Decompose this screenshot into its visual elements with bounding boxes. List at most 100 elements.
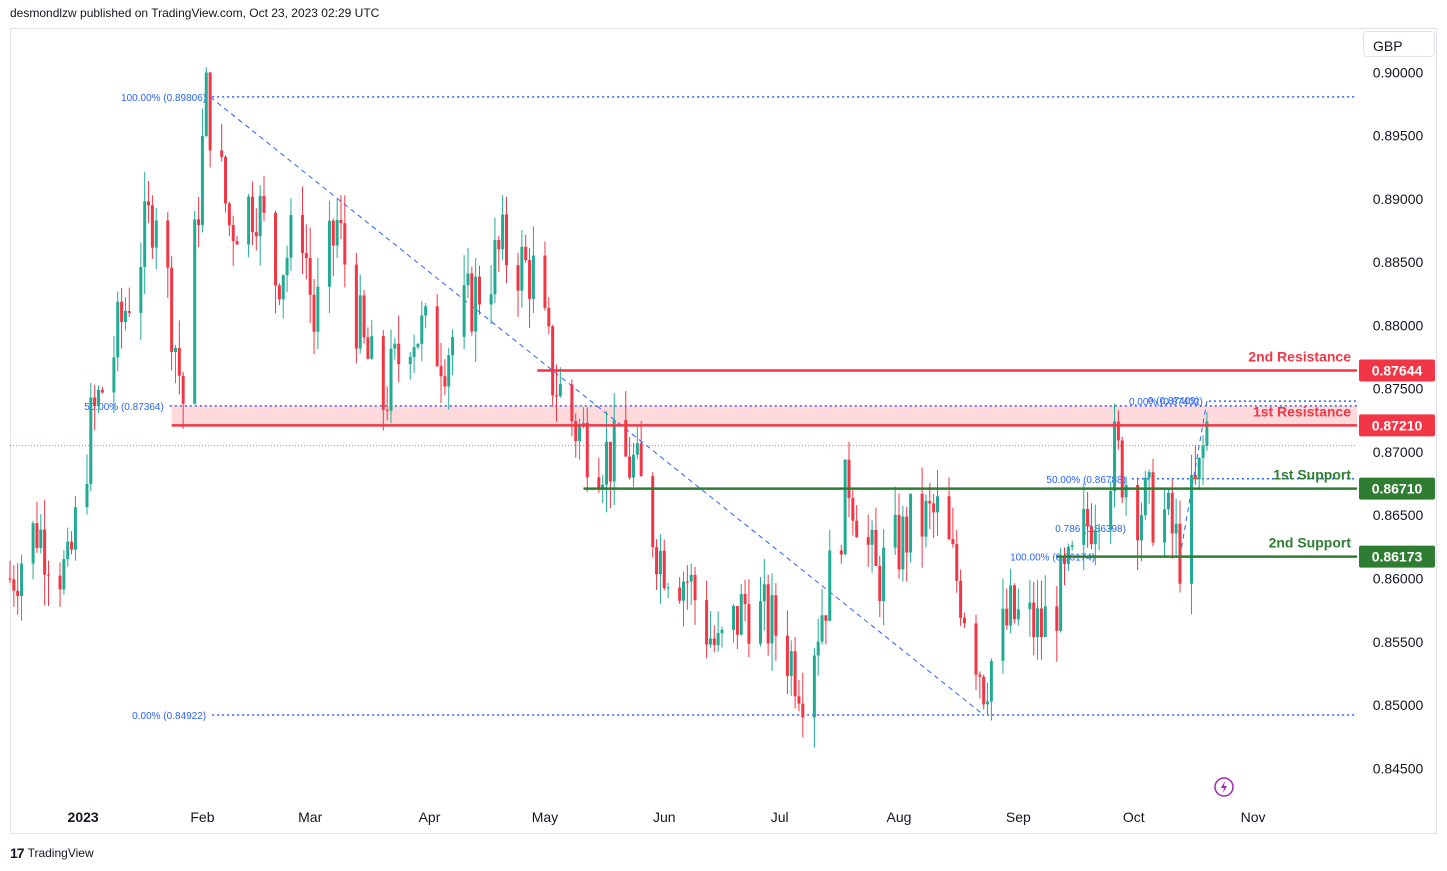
candle-body [843,459,847,555]
candle-body [1012,585,1016,620]
level-price-label: 0.87210 [1372,417,1423,433]
candle-body [1005,608,1009,626]
candle-body [547,307,551,327]
x-tick-label: 2023 [68,809,99,825]
candle-body [905,516,909,553]
y-tick-label: 0.86000 [1373,571,1424,587]
candle-body [200,136,204,226]
candle-body [928,500,932,504]
candle-body [524,246,528,261]
x-tick-label: May [532,809,558,825]
candle-body [408,356,412,365]
candle-body [1190,474,1194,584]
flash-icon-bolt [1221,781,1227,793]
candle-body [578,425,582,442]
candle-body [62,559,66,590]
x-tick-label: Oct [1123,809,1145,825]
level-price-tag [1359,545,1435,568]
tradingview-footer[interactable]: 17 TradingView [10,845,94,861]
candle-body [693,574,697,601]
candle-body [816,641,820,656]
candle-body [385,409,389,411]
candle-body [447,355,451,387]
y-tick-label: 0.85500 [1373,634,1424,650]
candle-body [35,523,39,549]
candle-body [304,252,308,259]
candle-body [585,422,589,478]
y-tick-label: 0.87000 [1373,444,1424,460]
fib-label: 100.00% (0.89806) [121,93,206,104]
candle-body [716,633,720,646]
candle-body [551,326,555,396]
candle-body [224,156,228,204]
tradingview-brand: TradingView [27,846,94,860]
candle-body [474,276,478,332]
flash-icon[interactable] [1214,777,1234,797]
candle-body [1139,515,1143,541]
candle-body [397,343,401,365]
candle-body [658,550,662,575]
y-tick-label: 0.90000 [1373,64,1424,80]
candle-body [732,606,736,630]
candle-body [316,286,320,332]
candle-body [470,273,474,332]
y-tick-label: 0.84500 [1373,760,1424,776]
candle-body [1039,608,1043,638]
candle-body [531,255,535,299]
candle-body [920,493,924,537]
candle-body [655,547,659,575]
candle-body [651,476,655,548]
candle-body [70,541,74,550]
candle-body [501,214,505,250]
candle-body [358,295,362,349]
level-name: 1st Resistance [1253,403,1351,419]
candle-body [127,311,131,313]
candle-body [612,420,616,482]
candle-body [639,443,643,477]
candle-body [1147,472,1151,478]
candle-body [208,72,212,151]
fib-label: 50.00% (0.87364) [84,402,164,413]
publish-header: desmondlzw published on TradingView.com,… [10,6,380,20]
candle-body [497,240,501,250]
candle-body [558,384,562,397]
candle-body [1170,492,1174,534]
candle-body [797,696,801,704]
candle-body [20,563,24,597]
x-tick-label: Feb [190,809,214,825]
candle-body [847,459,851,499]
candle-body [381,336,385,410]
flash-icon-circle [1214,777,1234,797]
candle-body [924,500,928,537]
currency-selector[interactable]: GBP [1363,31,1435,57]
y-tick-label: 0.88000 [1373,317,1424,333]
candle-body [631,454,635,478]
candle-body [143,201,147,267]
candle-body [39,529,43,549]
candle-body [597,477,601,490]
candle-body [366,337,370,359]
candle-body [177,347,181,376]
candle-body [1063,556,1067,565]
candle-body [1201,445,1205,458]
candle-body [770,595,774,644]
candle-body [370,336,374,359]
candle-body [812,655,816,718]
candle-body [154,220,158,248]
candle-body [254,232,258,237]
candle-body [1197,457,1201,480]
candle-body [978,674,982,677]
fib-label: 100.00% (0.86174) [1010,553,1095,564]
candle-body [685,581,689,583]
candle-body [708,638,712,645]
candle-body [909,493,913,553]
candle-body [343,223,347,265]
candle-body [1032,602,1036,638]
candle-body [824,615,828,621]
candle-body [327,220,331,287]
candle-body [277,285,281,300]
candle-body [289,215,293,258]
level-price-label: 0.87644 [1372,362,1423,378]
candle-body [112,357,116,393]
